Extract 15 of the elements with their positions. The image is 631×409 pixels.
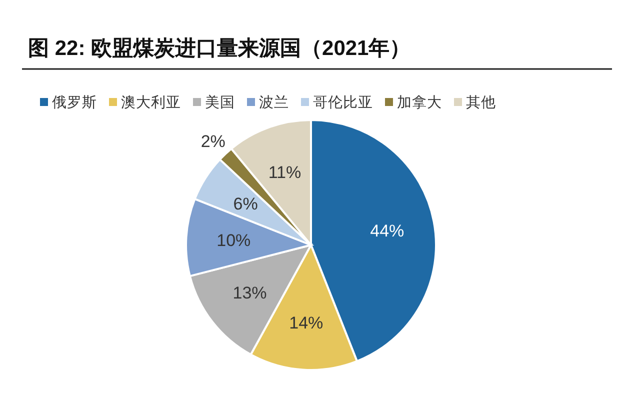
data-label: 44% (370, 221, 404, 240)
data-label: 13% (232, 284, 267, 302)
data-label: 6% (233, 194, 258, 214)
legend-label: 波兰 (259, 94, 289, 111)
data-label: 2% (200, 132, 226, 151)
data-label: 14% (289, 313, 324, 332)
legend-label: 美国 (205, 94, 235, 111)
data-label: 11% (268, 163, 302, 182)
legend-label: 俄罗斯 (52, 94, 97, 111)
legend-label: 澳大利亚 (121, 94, 181, 111)
chart-title: 图 22: 欧盟煤炭进口量来源国（2021年） (28, 37, 411, 60)
legend-label: 哥伦比亚 (313, 94, 373, 111)
data-label: 10% (216, 231, 251, 250)
legend-label: 其他 (466, 94, 496, 111)
legend-label: 加拿大 (397, 94, 442, 111)
